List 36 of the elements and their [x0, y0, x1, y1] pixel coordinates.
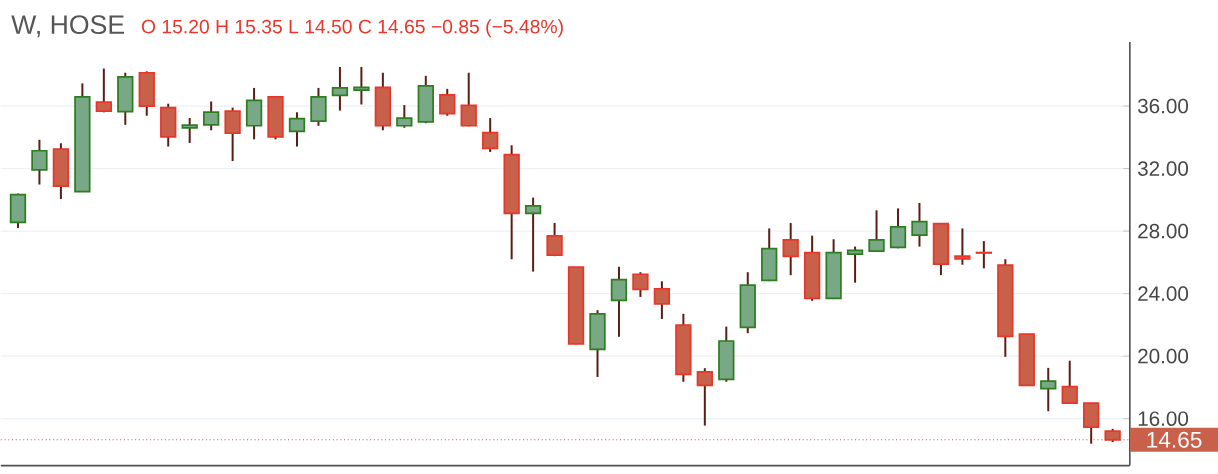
candlestick	[653, 280, 671, 321]
candlestick	[846, 245, 864, 284]
candlestick	[1040, 367, 1057, 413]
candlestick	[181, 117, 198, 145]
candlestick	[353, 66, 370, 106]
candlestick	[224, 106, 241, 163]
candlestick	[546, 222, 563, 258]
candlestick	[460, 71, 477, 128]
candlestick	[331, 66, 349, 112]
candlestick	[1061, 359, 1078, 405]
candlestick	[911, 202, 928, 248]
candlestick	[396, 104, 413, 129]
chart-title: W, HOSE	[11, 15, 124, 38]
candlestick	[632, 271, 649, 299]
y-tick-label: 28.00	[1138, 224, 1189, 239]
candlestick	[31, 139, 48, 186]
candlestick	[202, 100, 220, 132]
candlestick	[439, 88, 456, 117]
candlestick	[482, 117, 499, 154]
y-tick-label: 36.00	[1137, 98, 1189, 114]
candlestick	[524, 196, 542, 273]
ref-line-label: 14.65	[1147, 431, 1202, 449]
candlestick	[868, 209, 885, 253]
candlestick	[288, 111, 306, 148]
y-tick-label: 16.00	[1138, 411, 1189, 427]
y-tick-label: 32.00	[1137, 161, 1189, 177]
candlestick	[975, 240, 993, 270]
candlestick	[610, 265, 628, 338]
candlestick	[696, 367, 713, 427]
candlestick	[889, 207, 907, 250]
candlestick	[954, 227, 971, 266]
candlestick	[95, 67, 112, 114]
y-tick-label: 20.00	[1138, 349, 1189, 364]
y-tick-label: 24.00	[1138, 286, 1189, 302]
candlestick	[782, 222, 799, 277]
text: O 15.20 H 15.35 L 14.50 C 14.65 −0.85 (−5.48%)	[141, 19, 563, 38]
